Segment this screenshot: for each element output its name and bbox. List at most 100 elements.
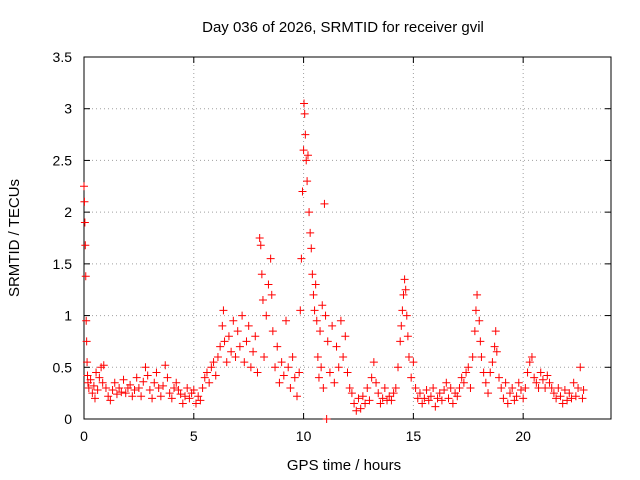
- data-point: [292, 392, 301, 401]
- data-point: [303, 177, 312, 186]
- data-point: [235, 342, 244, 351]
- data-point: [238, 311, 247, 320]
- data-point: [189, 386, 198, 395]
- y-tick-label: 1.5: [53, 256, 73, 272]
- data-point: [372, 378, 381, 387]
- data-point: [198, 383, 207, 392]
- data-point: [339, 352, 348, 361]
- data-point: [246, 363, 255, 372]
- data-point: [530, 373, 539, 382]
- data-point: [527, 352, 536, 361]
- data-point: [165, 389, 174, 398]
- data-point: [209, 358, 218, 367]
- data-point: [558, 399, 567, 408]
- data-point: [112, 390, 121, 399]
- data-point: [170, 383, 179, 392]
- data-point: [470, 327, 479, 336]
- data-point: [484, 389, 493, 398]
- data-point: [130, 386, 139, 395]
- data-point: [538, 375, 547, 384]
- data-point: [154, 383, 163, 392]
- data-point: [437, 396, 446, 405]
- data-point: [150, 378, 159, 387]
- data-point: [110, 378, 119, 387]
- x-tick-label: 5: [190, 428, 198, 444]
- data-point: [323, 337, 332, 346]
- data-point: [411, 383, 420, 392]
- data-point: [176, 390, 185, 399]
- data-point: [202, 368, 211, 377]
- data-point: [488, 358, 497, 367]
- data-point: [334, 363, 343, 372]
- data-point: [403, 332, 412, 341]
- data-point: [240, 358, 249, 367]
- data-point: [400, 275, 409, 284]
- data-point: [552, 394, 561, 403]
- data-point: [514, 378, 523, 387]
- data-point: [271, 363, 280, 372]
- data-point: [83, 358, 92, 367]
- data-point: [374, 389, 383, 398]
- x-tick-label: 0: [80, 428, 88, 444]
- data-point: [172, 378, 181, 387]
- data-point: [354, 394, 363, 403]
- data-point: [418, 399, 427, 408]
- data-point: [516, 386, 525, 395]
- data-point: [302, 156, 311, 165]
- data-point: [90, 394, 99, 403]
- data-point: [398, 306, 407, 315]
- data-point: [267, 290, 276, 299]
- data-point: [497, 383, 506, 392]
- data-point: [314, 373, 323, 382]
- data-point: [80, 197, 89, 206]
- data-point: [139, 377, 148, 386]
- data-point: [549, 389, 558, 398]
- data-point: [148, 394, 157, 403]
- data-point: [216, 342, 225, 351]
- data-point: [251, 332, 260, 341]
- data-point: [345, 383, 354, 392]
- data-point: [328, 321, 337, 330]
- data-point: [308, 270, 317, 279]
- data-point: [320, 199, 329, 208]
- data-point: [481, 378, 490, 387]
- data-point: [440, 386, 449, 395]
- data-point: [356, 404, 365, 413]
- y-tick-label: 0.5: [53, 359, 73, 375]
- data-point: [466, 383, 475, 392]
- y-tick-label: 1: [64, 308, 72, 324]
- y-tick-label: 3: [64, 101, 72, 117]
- data-point: [117, 388, 126, 397]
- data-point: [491, 327, 500, 336]
- data-point: [565, 389, 574, 398]
- data-point: [462, 368, 471, 377]
- data-point: [106, 396, 115, 405]
- data-point: [311, 280, 320, 289]
- data-point: [277, 358, 286, 367]
- data-point: [556, 392, 565, 401]
- data-point: [442, 378, 451, 387]
- data-point: [505, 389, 514, 398]
- data-point: [156, 392, 165, 401]
- data-point: [309, 290, 318, 299]
- data-point: [519, 394, 528, 403]
- data-point: [563, 396, 572, 405]
- data-point: [363, 383, 372, 392]
- data-point: [121, 389, 130, 398]
- data-point: [347, 389, 356, 398]
- data-point: [152, 368, 161, 377]
- data-point: [128, 392, 137, 401]
- data-point: [81, 241, 90, 250]
- data-point: [471, 306, 480, 315]
- data-point: [255, 234, 264, 242]
- data-point: [310, 306, 319, 315]
- data-point: [220, 337, 229, 346]
- y-tick-label: 2.5: [53, 152, 73, 168]
- data-point: [266, 254, 275, 263]
- plot-frame: [83, 56, 612, 420]
- data-point: [391, 383, 400, 392]
- data-point: [396, 337, 405, 346]
- data-point: [205, 378, 214, 387]
- data-point: [343, 368, 352, 377]
